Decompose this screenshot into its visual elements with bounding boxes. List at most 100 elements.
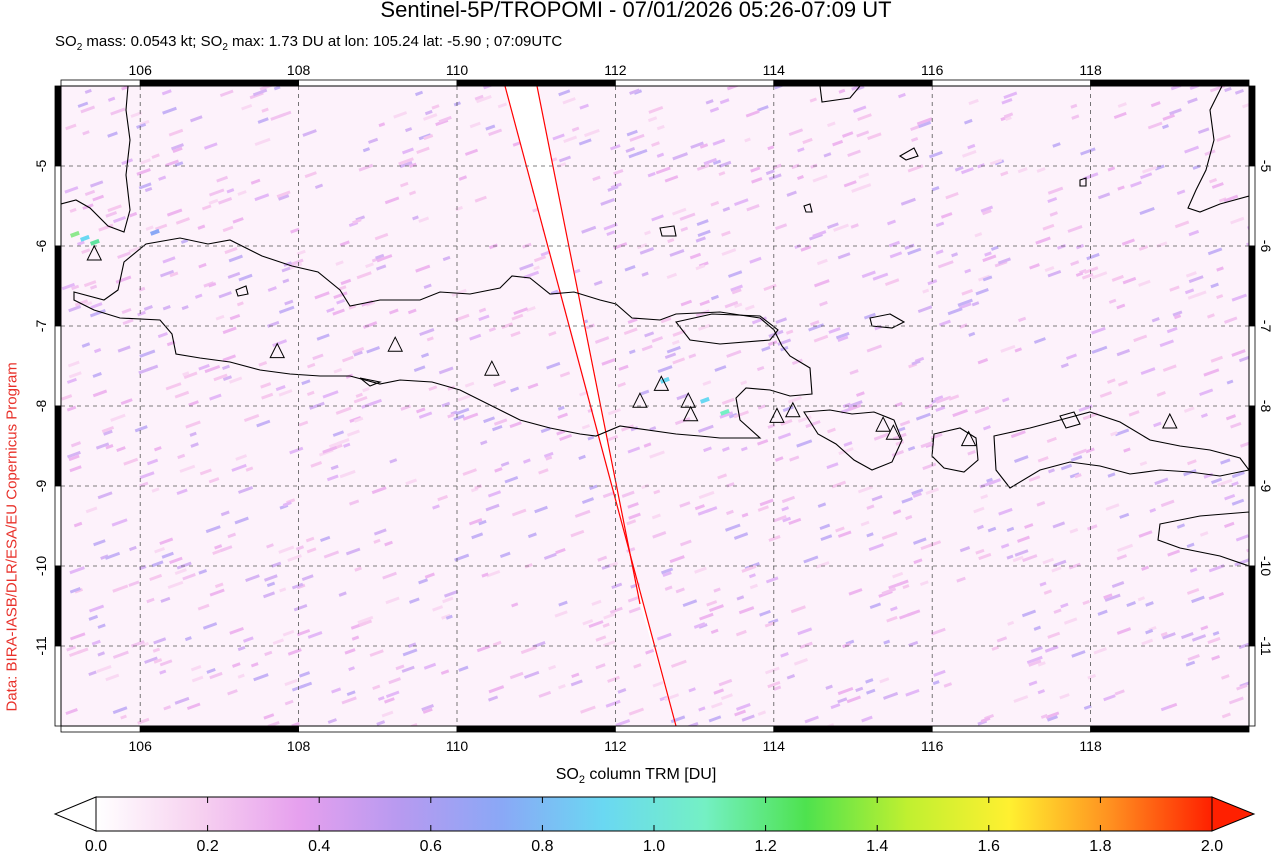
so2-pixel: [846, 695, 861, 704]
so2-pixel: [1017, 535, 1030, 543]
so2-pixel: [209, 588, 225, 597]
so2-pixel: [169, 271, 179, 278]
colorbar-tick-label: 1.6: [978, 838, 1000, 853]
so2-pixel: [1111, 274, 1124, 282]
so2-pixel: [287, 554, 302, 562]
so2-pixel: [900, 197, 916, 206]
so2-pixel: [1044, 645, 1059, 653]
so2-pixel: [1045, 711, 1060, 719]
so2-pixel: [802, 137, 813, 145]
so2-pixel: [144, 186, 153, 193]
so2-pixel: [90, 180, 104, 188]
so2-pixel: [749, 583, 758, 590]
so2-pixel: [488, 685, 505, 694]
so2-pixel: [932, 680, 940, 686]
colorbar-min-extension: [53, 796, 97, 832]
so2-pixel: [748, 573, 756, 579]
so2-pixel: [104, 551, 121, 560]
so2-pixel: [1207, 247, 1223, 256]
so2-pixel: [787, 396, 802, 404]
so2-pixel: [987, 478, 1002, 486]
so2-pixel: [415, 264, 431, 273]
so2-pixel: [423, 134, 434, 141]
so2-pixel: [527, 532, 537, 539]
so2-pixel: [601, 358, 616, 366]
so2-pixel: [628, 707, 645, 716]
so2-pixel: [628, 512, 641, 520]
so2-pixel: [905, 515, 913, 521]
so2-pixel: [174, 696, 190, 705]
so2-pixel: [582, 619, 594, 626]
so2-pixel: [183, 371, 198, 380]
volcano-icon: [653, 375, 670, 391]
so2-pixel: [362, 147, 371, 153]
so2-pixel: [227, 271, 241, 279]
so2-pixel: [198, 262, 207, 269]
so2-pixel: [1099, 345, 1108, 352]
so2-pixel: [1000, 543, 1010, 549]
so2-pixel: [763, 283, 777, 292]
so2-pixel: [284, 299, 294, 306]
so2-pixel: [858, 172, 870, 179]
so2-pixel: [1228, 696, 1244, 705]
so2-pixel: [786, 674, 796, 680]
so2-pixel: [609, 606, 623, 614]
so2-pixel: [288, 258, 304, 267]
so2-pixel: [453, 414, 465, 421]
so2-pixel: [666, 272, 678, 280]
so2-pixel: [982, 254, 997, 263]
so2-pixel: [174, 390, 190, 399]
so2-pixel: [1207, 636, 1221, 645]
so2-pixel: [1014, 549, 1029, 557]
so2-pixel: [1059, 693, 1070, 700]
so2-pixel: [1183, 468, 1197, 477]
so2-pixel: [1053, 559, 1067, 568]
so2-pixel: [162, 106, 177, 115]
so2-pixel: [441, 613, 451, 620]
so2-pixel: [920, 441, 933, 449]
so2-pixel: [253, 673, 269, 682]
so2-pixel: [296, 628, 311, 637]
so2-pixel: [426, 336, 434, 342]
so2-pixel: [454, 313, 470, 322]
so2-pixel: [626, 129, 638, 137]
so2-pixel: [1181, 632, 1194, 640]
so2-pixel: [175, 217, 190, 225]
so2-pixel: [172, 146, 183, 154]
so2-pixel: [84, 301, 93, 307]
so2-pixel: [1087, 524, 1098, 531]
so2-pixel: [1204, 149, 1216, 156]
so2-pixel: [1231, 471, 1245, 479]
so2-pixel: [1224, 521, 1235, 529]
so2-pixel: [421, 704, 434, 712]
so2-pixel: [284, 699, 294, 706]
so2-pixel: [1099, 391, 1113, 398]
orbit-edge-east: [536, 86, 641, 605]
so2-pixel: [209, 671, 223, 680]
so2-pixel: [442, 596, 454, 604]
so2-pixel: [710, 628, 719, 635]
so2-pixel: [1176, 189, 1186, 196]
lat-tick-label-right: -5: [1258, 160, 1272, 173]
lon-tick-label-bottom: 108: [287, 738, 311, 754]
so2-pixel: [227, 689, 238, 696]
so2-pixel: [618, 364, 629, 371]
so2-pixel: [1010, 430, 1026, 439]
so2-pixel: [552, 133, 565, 141]
graticule: [61, 86, 1249, 726]
so2-pixel: [711, 701, 723, 709]
so2-pixel: [581, 497, 595, 505]
so2-pixel: [1211, 182, 1224, 189]
coast-sulawesi: [1187, 86, 1249, 213]
so2-pixel: [1087, 673, 1097, 680]
lat-tick-label-left: -10: [33, 556, 49, 576]
so2-pixel: [250, 662, 259, 668]
so2-pixel: [1224, 493, 1236, 501]
so2-pixel: [1067, 225, 1083, 233]
so2-pixel: [1209, 178, 1218, 184]
so2-pixel: [817, 502, 827, 508]
so2-pixel: [519, 263, 534, 271]
so2-pixel: [594, 336, 610, 344]
so2-pixel: [1176, 523, 1186, 529]
so2-pixel: [718, 171, 726, 177]
